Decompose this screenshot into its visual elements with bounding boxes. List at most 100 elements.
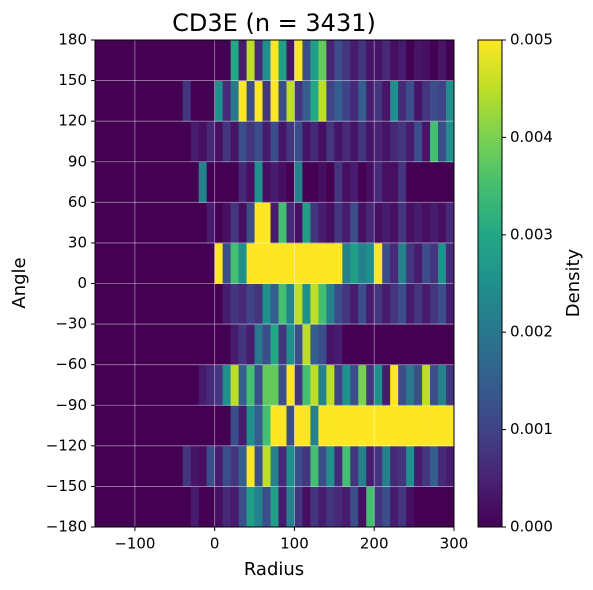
heatmap-cell	[326, 364, 335, 406]
y-tick-label: −60	[55, 355, 87, 373]
heatmap-cell	[222, 445, 232, 487]
heatmap-cell	[350, 161, 359, 203]
heatmap-cell	[286, 80, 295, 122]
heatmap-cell	[294, 202, 303, 244]
colorbar-tick-label: 0.004	[510, 128, 553, 146]
heatmap-cell	[350, 324, 359, 366]
heatmap-cell	[262, 405, 271, 447]
heatmap-cell	[262, 80, 271, 122]
heatmap-cell	[182, 445, 192, 487]
heatmap-cell	[366, 283, 375, 325]
heatmap-cell	[318, 80, 327, 122]
heatmap-cell	[390, 486, 399, 528]
heatmap-cell	[326, 242, 335, 284]
heatmap-cell	[110, 445, 120, 487]
heatmap-cell	[230, 486, 239, 528]
heatmap-cell	[374, 405, 383, 447]
heatmap-cell	[158, 364, 168, 406]
heatmap-cell	[390, 242, 399, 284]
heatmap-cell	[326, 121, 335, 163]
heatmap-cell	[302, 80, 311, 122]
heatmap-cell	[182, 80, 192, 122]
colorbar-label: Density	[563, 248, 584, 317]
heatmap-cell	[390, 40, 399, 81]
heatmap-cell	[318, 405, 327, 447]
heatmap-cell	[430, 283, 439, 325]
heatmap-cell	[190, 324, 200, 366]
heatmap-cell	[262, 486, 271, 528]
heatmap-cell	[422, 161, 431, 203]
heatmap-cell	[230, 242, 239, 284]
heatmap-cell	[174, 445, 184, 487]
heatmap-cell	[270, 161, 279, 203]
heatmap-cell	[102, 445, 112, 487]
heatmap-cell	[446, 121, 455, 163]
heatmap-cell	[246, 40, 255, 81]
heatmap-cell	[398, 364, 407, 406]
heatmap-cell	[310, 202, 319, 244]
heatmap-cell	[182, 486, 192, 528]
colorbar-tick-label: 0.003	[510, 225, 553, 243]
heatmap-cell	[238, 161, 247, 203]
colorbar	[477, 39, 503, 528]
heatmap-cell	[438, 121, 447, 163]
heatmap-cell	[406, 40, 415, 81]
heatmap-cell	[278, 405, 287, 447]
heatmap-cell	[302, 161, 311, 203]
heatmap-cell	[262, 242, 271, 284]
heatmap-cell	[414, 202, 423, 244]
heatmap-cell	[310, 405, 319, 447]
heatmap-cell	[238, 324, 247, 366]
x-axis-label: Radius	[244, 559, 304, 580]
x-tick-label: 300	[440, 535, 469, 553]
y-tick-label: 90	[68, 152, 87, 170]
heatmap-cell	[374, 202, 383, 244]
heatmap-cell	[102, 121, 112, 163]
heatmap-cell	[150, 445, 160, 487]
heatmap-cell	[134, 283, 144, 325]
heatmap-cell	[230, 405, 239, 447]
heatmap-cell	[382, 445, 391, 487]
heatmap-cell	[374, 364, 383, 406]
heatmap-cell	[270, 405, 279, 447]
heatmap-cell	[126, 121, 136, 163]
heatmap-cell	[174, 80, 184, 122]
heatmap-cell	[310, 121, 319, 163]
heatmap-cell	[366, 242, 375, 284]
heatmap-cell	[158, 445, 168, 487]
heatmap-cell	[414, 324, 423, 366]
heatmap-cell	[150, 121, 160, 163]
heatmap-cell	[238, 486, 247, 528]
heatmap-cell	[406, 161, 415, 203]
heatmap-cell	[350, 405, 359, 447]
heatmap-cell	[150, 80, 160, 122]
heatmap-cell	[294, 242, 303, 284]
heatmap-cell	[398, 40, 407, 81]
heatmap-cell	[95, 283, 104, 325]
heatmap-cell	[446, 445, 455, 487]
heatmap-cell	[222, 40, 232, 81]
heatmap-cell	[198, 283, 208, 325]
heatmap-cell	[190, 40, 200, 81]
heatmap-cell	[166, 486, 176, 528]
heatmap-cell	[294, 486, 303, 528]
heatmap-cell	[214, 161, 224, 203]
heatmap-cell	[326, 405, 335, 447]
heatmap-cell	[390, 80, 399, 122]
heatmap-cell	[438, 405, 447, 447]
heatmap-cell	[414, 364, 423, 406]
heatmap-cell	[134, 486, 144, 528]
heatmap-cell	[118, 80, 128, 122]
heatmap-cell	[190, 283, 200, 325]
heatmap-cell	[158, 405, 168, 447]
heatmap-cell	[278, 324, 287, 366]
heatmap-cell	[350, 202, 359, 244]
heatmap-cell	[398, 121, 407, 163]
heatmap-cell	[302, 445, 311, 487]
heatmap-cell	[166, 121, 176, 163]
heatmap-cell	[294, 445, 303, 487]
heatmap-cell	[326, 324, 335, 366]
heatmap-cell	[246, 121, 255, 163]
heatmap-cell	[158, 80, 168, 122]
heatmap-cell	[382, 161, 391, 203]
